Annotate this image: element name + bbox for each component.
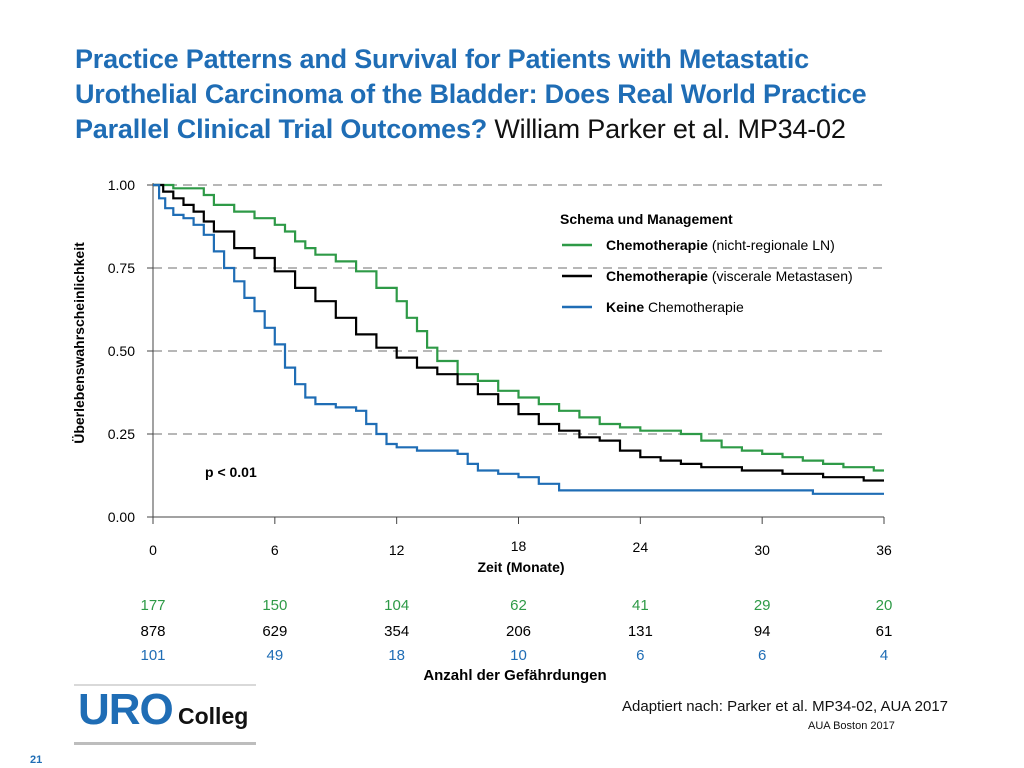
risk-table-title: Anzahl der Gefährdungen (423, 667, 607, 684)
legend-title: Schema und Management (560, 211, 733, 227)
x-tick-label: 18 (511, 538, 527, 554)
x-tick-label: 6 (271, 542, 279, 558)
risk-table-cell: 6 (757, 647, 767, 664)
logo-uro-text: URO (78, 685, 174, 734)
legend-entry-bold: Chemotherapie (606, 237, 712, 253)
risk-table-cell: 206 (505, 623, 532, 640)
legend-entry-rest: (nicht-regionale LN) (712, 237, 835, 253)
x-axis-label: Zeit (Monate) (477, 559, 564, 575)
title-citation: William Parker et al. MP34-02 (494, 114, 846, 144)
logo-bottom-rule (74, 742, 256, 745)
legend-entry-rest: Chemotherapie (648, 299, 744, 315)
legend-entry: Chemotherapie (viscerale Metastasen) (606, 268, 853, 284)
source-citation: Adaptiert nach: Parker et al. MP34-02, A… (622, 698, 949, 715)
title-line-3-text: Parallel Clinical Trial Outcomes? (75, 114, 488, 144)
legend-entry: Chemotherapie (nicht-regionale LN) (606, 237, 835, 253)
y-tick-label: 0.00 (108, 509, 135, 525)
risk-table-cell: 29 (753, 597, 771, 614)
risk-table-cell: 177 (140, 597, 166, 614)
title-line-1: Practice Patterns and Survival for Patie… (75, 44, 809, 74)
x-tick-label: 0 (149, 542, 157, 558)
survival-curve-3 (153, 183, 884, 495)
title-line-2: Urothelial Carcinoma of the Bladder: Doe… (75, 79, 867, 109)
legend-entry-bold: Chemotherapie (606, 268, 712, 284)
risk-table-cell: 101 (140, 647, 166, 664)
survival-curve-2 (153, 183, 884, 482)
y-tick-label: 0.50 (108, 343, 135, 359)
risk-table-cell: 4 (879, 647, 889, 664)
risk-table-cell: 41 (631, 597, 649, 614)
legend-entry-bold: Keine (606, 299, 648, 315)
risk-table-cell: 10 (510, 647, 527, 664)
legend-entry-rest: (viscerale Metastasen) (712, 268, 853, 284)
risk-table-cell: 629 (262, 623, 288, 640)
risk-table-cell: 49 (266, 647, 284, 664)
slide-title: Practice Patterns and Survival for Patie… (75, 42, 975, 147)
risk-table-cell: 131 (627, 623, 653, 640)
y-tick-label: 0.25 (108, 426, 135, 442)
risk-table-cell: 104 (384, 597, 410, 614)
x-tick-label: 12 (389, 542, 405, 558)
risk-table-cell: 62 (510, 597, 527, 614)
page-number: 21 (30, 754, 43, 766)
risk-table-cell: 20 (875, 597, 893, 614)
risk-table-cell: 61 (875, 623, 893, 640)
urocolleg-logo: URO Colleg (74, 684, 256, 746)
risk-table-cell: 94 (753, 623, 771, 640)
logo-top-rule (74, 684, 256, 686)
x-tick-label: 36 (876, 542, 892, 558)
title-line-3: Parallel Clinical Trial Outcomes? Willia… (75, 112, 975, 147)
p-value-annotation: p < 0.01 (205, 464, 257, 480)
survival-curve-1 (153, 183, 884, 472)
risk-table-cell: 6 (636, 647, 645, 664)
x-tick-label: 24 (633, 539, 649, 555)
event-label: AUA Boston 2017 (808, 720, 895, 732)
risk-table-cell: 878 (140, 623, 166, 640)
y-tick-label: 1.00 (108, 177, 135, 193)
y-axis-label: Überlebenswahrscheinlichkeit (71, 242, 87, 444)
legend-entry: Keine Chemotherapie (606, 299, 744, 315)
y-tick-label: 0.75 (108, 260, 135, 276)
risk-table-cell: 18 (388, 647, 405, 664)
x-tick-label: 30 (754, 542, 770, 558)
risk-table-cell: 354 (384, 623, 410, 640)
logo-colleg-text: Colleg (178, 703, 249, 729)
risk-table-cell: 150 (262, 597, 288, 614)
